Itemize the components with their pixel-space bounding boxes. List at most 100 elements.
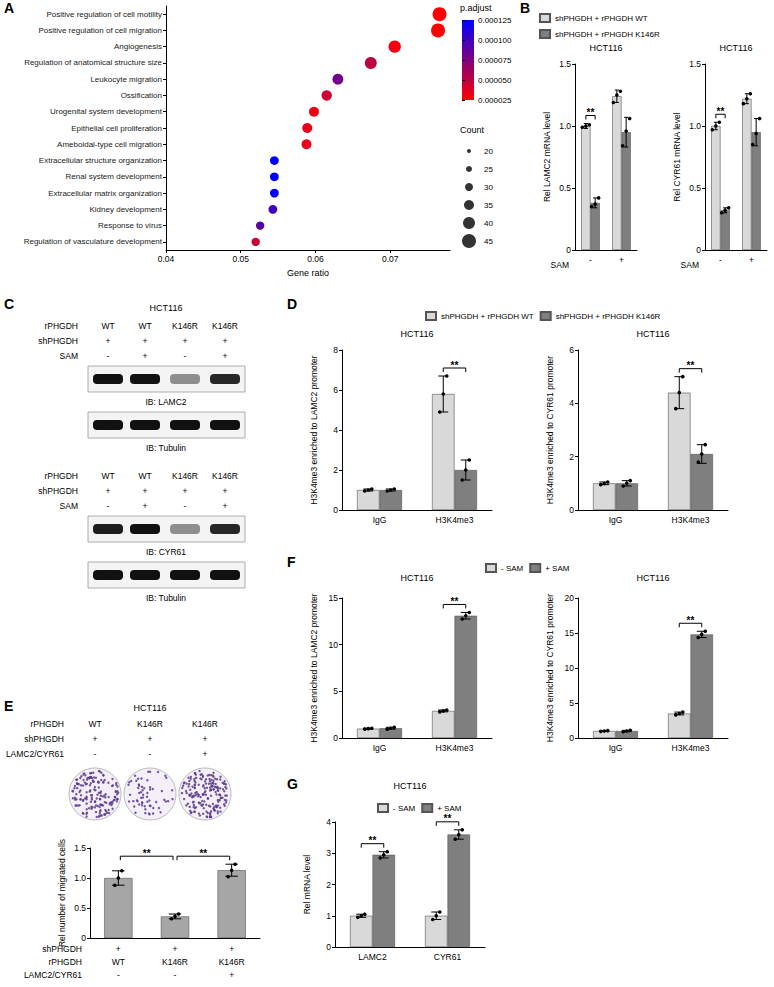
svg-text:K146R: K146R — [137, 719, 163, 729]
svg-text:-: - — [107, 501, 110, 511]
svg-text:+: + — [229, 944, 234, 954]
svg-text:Positive regulation of cell mo: Positive regulation of cell motility — [46, 10, 162, 19]
svg-text:shPHGDH + rPHGDH K146R: shPHGDH + rPHGDH K146R — [556, 312, 661, 321]
svg-text:3: 3 — [326, 848, 331, 858]
svg-text:K146R: K146R — [172, 471, 198, 481]
svg-text:Gene ratio: Gene ratio — [287, 268, 329, 278]
svg-text:0.000075: 0.000075 — [478, 56, 512, 65]
svg-text:-: - — [589, 255, 592, 265]
svg-text:45: 45 — [484, 237, 493, 246]
svg-text:Regulation of vasculature deve: Regulation of vasculature development — [24, 237, 163, 246]
svg-text:Rel number of migrated cells: Rel number of migrated cells — [57, 839, 67, 947]
svg-text:HCT116: HCT116 — [401, 573, 434, 583]
svg-text:**: ** — [717, 106, 725, 117]
svg-text:IgG: IgG — [609, 515, 623, 525]
svg-text:H3K4me3: H3K4me3 — [672, 515, 710, 525]
svg-text:Count: Count — [460, 125, 485, 135]
svg-text:-: - — [107, 351, 110, 361]
svg-text:6: 6 — [569, 345, 574, 355]
svg-text:0: 0 — [333, 733, 338, 743]
svg-text:-: - — [94, 749, 97, 759]
svg-text:HCT116: HCT116 — [134, 703, 167, 713]
svg-text:-: - — [174, 970, 177, 980]
svg-text:- SAM: - SAM — [501, 564, 524, 573]
svg-text:Kidney development: Kidney development — [90, 205, 163, 214]
svg-text:shPHGDH: shPHGDH — [38, 336, 78, 346]
svg-text:shPHGDH + rPHGDH K146R: shPHGDH + rPHGDH K146R — [555, 30, 660, 39]
svg-text:1.0: 1.0 — [559, 121, 571, 131]
svg-text:- SAM: - SAM — [393, 804, 416, 813]
svg-text:Positive regulation of cell mi: Positive regulation of cell migration — [38, 26, 162, 35]
svg-text:1.5: 1.5 — [74, 843, 86, 853]
svg-text:K146R: K146R — [172, 321, 198, 331]
svg-text:HCT116: HCT116 — [637, 573, 670, 583]
svg-text:F: F — [287, 554, 296, 570]
svg-text:2: 2 — [569, 452, 574, 462]
svg-text:0.000025: 0.000025 — [478, 96, 512, 105]
svg-text:IB: LAMC2: IB: LAMC2 — [145, 397, 186, 407]
svg-text:shPHGDH: shPHGDH — [42, 944, 82, 954]
svg-text:HCT116: HCT116 — [150, 303, 183, 313]
svg-text:1.0: 1.0 — [689, 121, 701, 131]
svg-text:IB: Tubulin: IB: Tubulin — [146, 443, 186, 453]
svg-text:1.5: 1.5 — [559, 59, 571, 69]
svg-text:shPHGDH: shPHGDH — [24, 734, 64, 744]
svg-text:Rel LAMC2 mRNA level: Rel LAMC2 mRNA level — [542, 112, 552, 202]
svg-text:-: - — [149, 749, 152, 759]
svg-text:+ SAM: + SAM — [437, 804, 462, 813]
svg-text:+: + — [183, 486, 188, 496]
svg-text:WT: WT — [138, 321, 151, 331]
svg-text:H3K4me3 enriched to CYR61 prom: H3K4me3 enriched to CYR61 promoter — [545, 594, 555, 743]
svg-text:10: 10 — [565, 663, 575, 673]
svg-text:rPHGDH: rPHGDH — [44, 471, 78, 481]
svg-text:0.5: 0.5 — [559, 183, 571, 193]
svg-text:Rel mRNA level: Rel mRNA level — [302, 855, 312, 915]
svg-text:rPHGDH: rPHGDH — [44, 321, 78, 331]
svg-text:0: 0 — [569, 733, 574, 743]
svg-text:0.04: 0.04 — [158, 254, 175, 264]
svg-text:-: - — [184, 501, 187, 511]
svg-text:+: + — [93, 734, 98, 744]
svg-text:+: + — [203, 749, 208, 759]
svg-text:0: 0 — [81, 933, 86, 943]
svg-text:HCT116: HCT116 — [720, 43, 753, 53]
svg-text:**: ** — [451, 360, 459, 371]
svg-text:IgG: IgG — [373, 743, 387, 753]
svg-text:HCT116: HCT116 — [394, 781, 427, 791]
svg-text:15: 15 — [329, 593, 339, 603]
svg-text:+: + — [143, 351, 148, 361]
svg-text:10: 10 — [329, 640, 339, 650]
svg-text:0: 0 — [566, 245, 571, 255]
svg-text:0.5: 0.5 — [689, 183, 701, 193]
svg-text:0: 0 — [569, 505, 574, 515]
svg-text:shPHGDH + rPHGDH WT: shPHGDH + rPHGDH WT — [441, 312, 534, 321]
svg-text:4: 4 — [333, 425, 338, 435]
svg-text:rPHGDH: rPHGDH — [48, 957, 82, 967]
svg-text:IB: CYR61: IB: CYR61 — [146, 547, 186, 557]
svg-text:Renal system development: Renal system development — [66, 172, 163, 181]
svg-text:H3K4me3: H3K4me3 — [436, 515, 474, 525]
svg-text:**: ** — [687, 360, 695, 371]
svg-text:H3K4me3: H3K4me3 — [436, 743, 474, 753]
svg-text:1.5: 1.5 — [689, 59, 701, 69]
svg-text:-: - — [719, 255, 722, 265]
svg-text:Ossification: Ossification — [121, 91, 162, 100]
svg-text:SAM: SAM — [60, 351, 78, 361]
svg-text:0.000100: 0.000100 — [478, 36, 512, 45]
svg-text:0.000125: 0.000125 — [478, 16, 512, 25]
svg-text:**: ** — [143, 848, 151, 859]
svg-text:6: 6 — [333, 385, 338, 395]
svg-text:1.0: 1.0 — [74, 873, 86, 883]
svg-text:+: + — [223, 501, 228, 511]
svg-text:4: 4 — [326, 817, 331, 827]
svg-text:A: A — [4, 0, 14, 16]
svg-text:LAMC2/CYR61: LAMC2/CYR61 — [24, 970, 82, 980]
svg-text:-: - — [184, 351, 187, 361]
svg-text:+: + — [203, 734, 208, 744]
svg-text:H3K4me3 enriched to LAMC2 prom: H3K4me3 enriched to LAMC2 promoter — [309, 593, 319, 742]
svg-text:20: 20 — [484, 147, 493, 156]
svg-text:5: 5 — [333, 686, 338, 696]
svg-text:1: 1 — [326, 911, 331, 921]
svg-text:LAMC2: LAMC2 — [358, 952, 387, 962]
svg-text:20: 20 — [565, 593, 575, 603]
